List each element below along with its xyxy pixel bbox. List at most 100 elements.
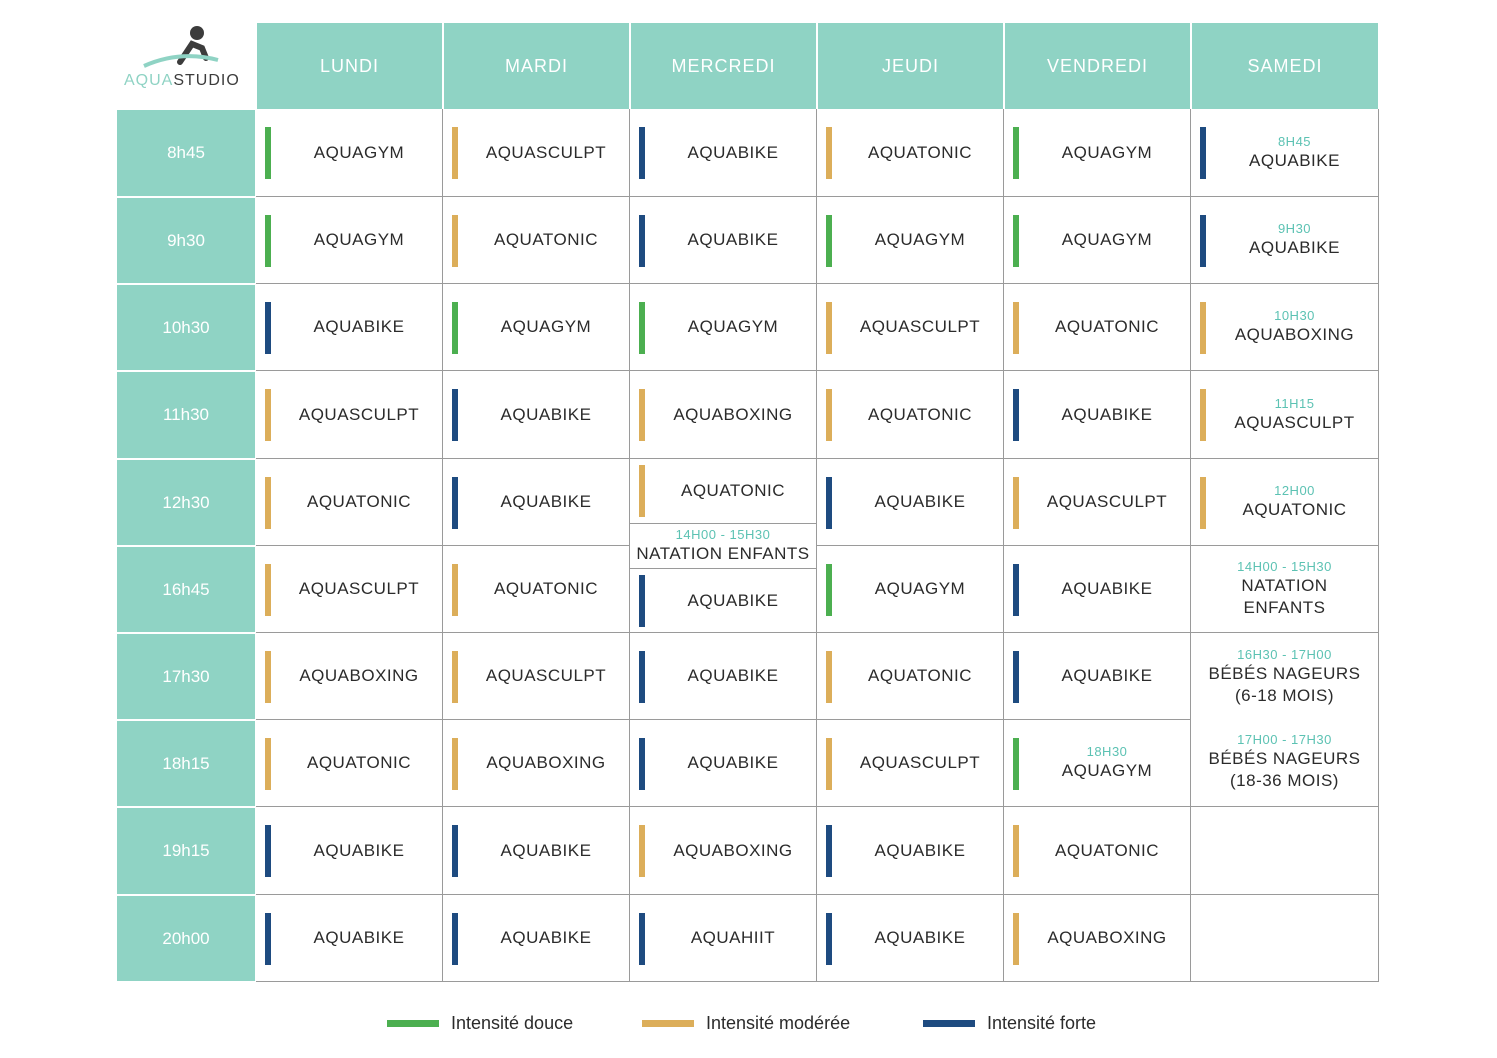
schedule-cell: AQUABIKE <box>1004 546 1191 633</box>
class-label: AQUATONIC <box>1024 807 1190 894</box>
class-name: AQUABIKE <box>313 928 405 947</box>
schedule-cell: AQUATONIC <box>817 633 1004 720</box>
schedule-cell: AQUABOXING <box>256 633 443 720</box>
intensity-bar-forte <box>639 651 645 703</box>
class-label: AQUASCULPT <box>276 546 442 632</box>
class-label: AQUABIKE <box>463 895 629 981</box>
intensity-bar-douce <box>452 302 458 354</box>
schedule-cell: AQUABIKE <box>256 895 443 982</box>
class-name: AQUABIKE <box>1249 150 1340 170</box>
class-label: AQUABOXING <box>650 371 816 458</box>
class-name: AQUATONIC <box>307 753 411 772</box>
class-name: AQUAGYM <box>874 579 966 598</box>
legend-label-douce: Intensité douce <box>451 1012 574 1033</box>
day-header-vendredi: VENDREDI <box>1005 23 1190 109</box>
class-name: AQUABIKE <box>500 404 592 424</box>
class-name: AQUABIKE <box>687 590 779 610</box>
class-label: AQUABIKE <box>463 371 629 458</box>
intensity-bar-forte <box>1013 651 1019 703</box>
class-name: AQUASCULPT <box>859 317 981 336</box>
schedule-cell: AQUABIKE <box>443 459 630 546</box>
class-time: 16H30 - 17H00 <box>1237 646 1332 662</box>
intensity-bar-douce <box>1013 215 1019 267</box>
intensity-bar-forte <box>826 825 832 877</box>
schedule-cell: AQUAGYM <box>630 284 817 371</box>
intensity-bar-moderee <box>826 389 832 441</box>
time-slot-16h45: 16h45 <box>117 547 255 632</box>
intensity-bar-douce <box>1013 127 1019 179</box>
class-label: AQUABIKE <box>837 807 1003 894</box>
schedule-cell: AQUASCULPT <box>443 109 630 197</box>
schedule-cell: AQUABIKE <box>630 633 817 720</box>
logo-text: AQUASTUDIO <box>124 72 240 90</box>
schedule-cell-bebes: 16H30 - 17H00 BÉBÉS NAGEURS (6-18 MOIS) 17H… <box>1191 633 1379 807</box>
class-name: AQUABIKE <box>1061 666 1153 685</box>
schedule-cell: AQUAGYM <box>256 109 443 197</box>
intensity-bar-forte <box>639 913 645 965</box>
intensity-bar-forte <box>265 302 271 354</box>
aqua-studio-logo: AQUASTUDIO <box>118 24 256 108</box>
class-label: AQUABIKE <box>837 895 1003 981</box>
schedule-cell: AQUABOXING <box>630 371 817 459</box>
time-slot-12h30: 12h30 <box>117 460 255 545</box>
legend-swatch-douce <box>387 1019 439 1027</box>
class-label: 16H30 - 17H00 BÉBÉS NAGEURS (6-18 MOIS) <box>1191 633 1378 720</box>
class-name: AQUATONIC <box>1055 840 1159 860</box>
class-label: AQUAGYM <box>276 109 442 196</box>
class-name-line2: (6-18 MOIS) <box>1234 685 1335 705</box>
intensity-bar-moderee <box>826 302 832 354</box>
class-label: AQUABIKE <box>650 569 816 632</box>
class-name: AQUABIKE <box>687 753 779 772</box>
schedule-cell: AQUABIKE <box>1004 371 1191 459</box>
class-name: AQUABOXING <box>1234 325 1355 344</box>
class-label: AQUABIKE <box>650 633 816 719</box>
schedule-cell: AQUABIKE <box>630 109 817 197</box>
time-slot-11h30: 11h30 <box>117 372 255 458</box>
intensity-bar-moderee <box>265 651 271 703</box>
legend-forte: Intensité forte <box>923 1012 1096 1034</box>
intensity-bar-forte <box>639 575 645 627</box>
time-slot-17h30: 17h30 <box>117 634 255 719</box>
class-label: AQUASCULPT <box>463 109 629 196</box>
class-label: AQUAGYM <box>463 284 629 370</box>
class-name: AQUATONIC <box>868 404 972 424</box>
class-label: AQUATONIC <box>650 459 816 523</box>
class-time: 10H30 <box>1274 308 1315 323</box>
class-name: AQUABOXING <box>486 753 606 772</box>
bebes-block-2: 17H00 - 17H30 BÉBÉS NAGEURS (18-36 MOIS) <box>1191 718 1378 805</box>
schedule-cell: AQUASCULPT <box>817 720 1004 807</box>
schedule-cell: AQUAGYM <box>443 284 630 371</box>
class-label: 14H00 - 15H30 NATATION ENFANTS <box>1191 546 1378 632</box>
schedule-cell: AQUABIKE <box>817 459 1004 546</box>
class-name-line2: ENFANTS <box>1243 598 1326 617</box>
class-name: AQUATONIC <box>868 666 972 685</box>
intensity-bar-moderee <box>639 389 645 441</box>
schedule-cell: AQUASCULPT <box>256 546 443 633</box>
schedule-cell: AQUAHIIT <box>630 895 817 982</box>
class-time: 18H30 <box>1086 744 1128 759</box>
schedule-cell: AQUASCULPT <box>817 284 1004 371</box>
class-name: AQUABOXING <box>299 666 419 685</box>
schedule-cell: AQUATONIC <box>443 546 630 633</box>
class-name: AQUABIKE <box>874 840 966 860</box>
class-name: AQUAGYM <box>1061 142 1153 162</box>
class-label: AQUABIKE <box>276 807 442 894</box>
schedule-cell: 18H30 AQUAGYM <box>1004 720 1191 807</box>
schedule-cell: AQUABIKE <box>817 895 1004 982</box>
class-name: AQUABIKE <box>313 840 405 860</box>
schedule-cell: AQUAGYM <box>1004 197 1191 284</box>
intensity-bar-moderee <box>826 651 832 703</box>
class-name: AQUAHIIT <box>690 928 776 947</box>
class-name: AQUABIKE <box>1061 579 1153 598</box>
intensity-bar-moderee <box>1013 913 1019 965</box>
intensity-bar-douce <box>639 302 645 354</box>
class-time: 11H15 <box>1274 395 1315 411</box>
class-label: AQUAGYM <box>650 284 816 370</box>
schedule-cell: AQUABIKE <box>630 720 817 807</box>
class-label: AQUAGYM <box>837 197 1003 283</box>
intensity-bar-douce <box>265 127 271 179</box>
class-name: AQUAGYM <box>1061 761 1153 780</box>
intensity-bar-forte <box>265 825 271 877</box>
intensity-bar-forte <box>1200 215 1206 267</box>
intensity-bar-moderee <box>1013 477 1019 529</box>
